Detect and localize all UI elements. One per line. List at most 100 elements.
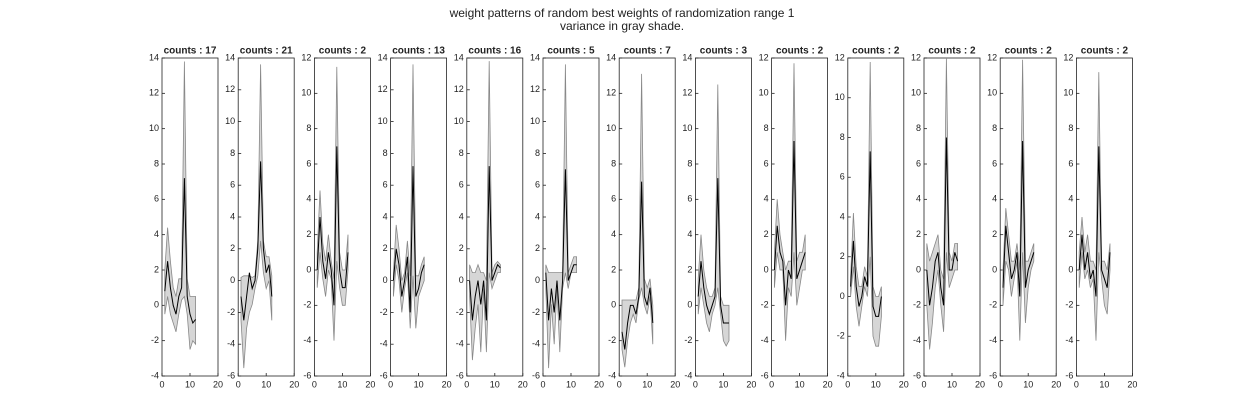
figure-title: weight patterns of random best weights o… xyxy=(449,6,795,20)
subplot-title: counts : 2 xyxy=(1081,46,1129,57)
y-tick-label: 0 xyxy=(154,300,159,310)
y-tick-label: 10 xyxy=(911,88,921,98)
mean-line xyxy=(1002,141,1035,297)
y-tick-label: 0 xyxy=(535,275,540,285)
y-tick-label: -2 xyxy=(989,300,997,310)
y-tick-label: -2 xyxy=(608,335,616,345)
x-tick-label: 20 xyxy=(975,379,985,389)
variance-band xyxy=(240,64,273,369)
y-tick-label: 6 xyxy=(764,158,769,168)
y-tick-label: 2 xyxy=(306,229,311,239)
y-tick-label: 8 xyxy=(611,158,616,168)
y-tick-label: 6 xyxy=(611,194,616,204)
y-tick-label: 8 xyxy=(230,148,235,158)
y-tick-label: -2 xyxy=(1065,300,1073,310)
y-tick-label: 10 xyxy=(149,123,159,133)
y-tick-label: 2 xyxy=(154,264,159,274)
y-tick-label: -2 xyxy=(151,335,159,345)
y-tick-label: 2 xyxy=(840,251,845,261)
x-tick-label: 10 xyxy=(947,379,957,389)
subplot-title: counts : 2 xyxy=(1005,46,1053,57)
variance-band xyxy=(545,64,577,369)
axes-box xyxy=(771,57,828,377)
subplot-title: counts : 2 xyxy=(928,46,976,57)
y-tick-label: 2 xyxy=(535,243,540,253)
y-tick-label: 6 xyxy=(916,158,921,168)
subplot: counts : 17 -4 -2 0 2 4 6 8 10 12 14 0 10 20 xyxy=(149,46,223,390)
y-tick-label: 4 xyxy=(306,194,311,204)
mean-line xyxy=(1078,146,1111,297)
y-tick-label: 14 xyxy=(606,52,616,62)
subplot-title: counts : 2 xyxy=(319,46,367,57)
axes-box xyxy=(999,57,1057,377)
y-tick-label: 12 xyxy=(682,88,692,98)
mean-line xyxy=(164,178,196,325)
y-tick-label: -6 xyxy=(761,370,769,380)
y-tick-label: 12 xyxy=(1063,52,1073,62)
subplot-title: counts : 2 xyxy=(852,46,900,57)
y-tick-label: 0 xyxy=(611,300,616,310)
y-tick-label: -2 xyxy=(532,307,540,317)
y-tick-label: -4 xyxy=(837,370,845,380)
y-tick-label: 14 xyxy=(682,52,692,62)
x-tick-label: 10 xyxy=(414,379,424,389)
axes-box xyxy=(542,57,600,377)
subplot: counts : 21 -6 -4 -2 0 2 4 6 8 10 12 14 0 10 20 xyxy=(225,46,299,390)
subplot-title: counts : 16 xyxy=(468,46,521,57)
x-tick-label: 10 xyxy=(261,379,271,389)
y-tick-label: -2 xyxy=(456,307,464,317)
y-tick-label: -6 xyxy=(989,370,997,380)
y-tick-label: 2 xyxy=(383,243,388,253)
subplot: counts : 3 -4 -2 0 2 4 6 8 10 12 14 0 10 20 xyxy=(682,46,756,390)
y-tick-label: 0 xyxy=(916,264,921,274)
subplot: counts : 2 -4 -2 0 2 4 6 8 10 12 0 10 20 xyxy=(835,46,909,390)
y-tick-label: 0 xyxy=(764,264,769,274)
y-tick-label: 8 xyxy=(1068,123,1073,133)
subplot-title: counts : 5 xyxy=(547,46,595,57)
y-tick-label: 4 xyxy=(840,211,845,221)
y-tick-label: 14 xyxy=(454,52,464,62)
y-tick-label: 10 xyxy=(301,88,311,98)
y-tick-label: 14 xyxy=(378,52,388,62)
mean-line xyxy=(240,161,273,321)
axes-box xyxy=(313,57,371,377)
y-tick-label: 4 xyxy=(687,229,692,239)
axes-box xyxy=(923,57,981,377)
variance-band xyxy=(774,63,806,341)
y-tick-label: 2 xyxy=(611,264,616,274)
y-tick-label: 4 xyxy=(459,211,464,221)
x-tick-label: 20 xyxy=(670,379,680,389)
y-tick-label: 6 xyxy=(992,158,997,168)
y-tick-label: -2 xyxy=(913,300,921,310)
y-tick-label: 8 xyxy=(459,148,464,158)
variance-band xyxy=(697,84,730,347)
x-tick-label: 0 xyxy=(617,379,622,389)
x-tick-label: 20 xyxy=(594,379,604,389)
y-tick-label: 2 xyxy=(992,229,997,239)
y-tick-label: -4 xyxy=(761,335,769,345)
y-tick-label: 4 xyxy=(1068,194,1073,204)
x-tick-label: 20 xyxy=(518,379,528,389)
y-tick-label: 12 xyxy=(149,88,159,98)
y-tick-label: 2 xyxy=(459,243,464,253)
y-tick-label: 6 xyxy=(687,194,692,204)
y-tick-label: 4 xyxy=(535,211,540,221)
y-tick-label: -4 xyxy=(380,339,388,349)
y-tick-label: 0 xyxy=(687,300,692,310)
y-tick-label: -2 xyxy=(303,300,311,310)
x-tick-label: 0 xyxy=(236,379,241,389)
x-tick-label: 20 xyxy=(899,379,909,389)
y-tick-label: 8 xyxy=(687,158,692,168)
y-tick-label: 10 xyxy=(606,123,616,133)
y-tick-label: 4 xyxy=(230,211,235,221)
y-tick-label: -6 xyxy=(913,370,921,380)
subplot-title: counts : 17 xyxy=(164,46,217,57)
y-tick-label: -2 xyxy=(684,335,692,345)
y-tick-label: 6 xyxy=(535,180,540,190)
y-tick-label: 2 xyxy=(687,264,692,274)
y-tick-label: -2 xyxy=(380,307,388,317)
x-tick-label: 20 xyxy=(442,379,452,389)
subplot-title: counts : 13 xyxy=(392,46,445,57)
subplot: counts : 2 -6 -4 -2 0 2 4 6 8 10 12 0 10 20 xyxy=(911,46,985,390)
mean-line xyxy=(392,166,425,313)
